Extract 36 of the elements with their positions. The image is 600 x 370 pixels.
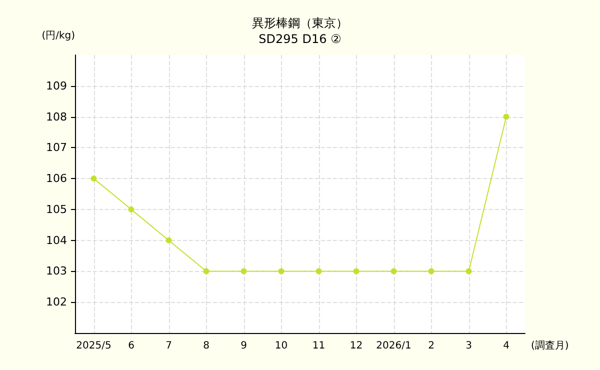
- y-tick-label: 108: [46, 110, 67, 124]
- point: [90, 176, 97, 182]
- y-tick-label: 105: [46, 202, 67, 216]
- x-tick-label: 6: [128, 340, 134, 352]
- point: [128, 206, 134, 212]
- x-tick-label: 2026/1: [376, 340, 412, 352]
- y-tick-label: 104: [46, 234, 67, 247]
- chart-title: 異形棒鋼（東京）: [252, 16, 348, 30]
- point: [203, 268, 210, 274]
- point: [166, 237, 172, 244]
- x-tick-label: 3: [466, 340, 472, 352]
- chart-subtitle: SD295 D16 ②: [258, 32, 342, 46]
- x-tick-label: 7: [166, 340, 172, 352]
- point: [278, 268, 284, 274]
- x-tick-label: 12: [350, 340, 363, 352]
- point: [503, 114, 510, 120]
- y-tick-label: 103: [46, 264, 67, 278]
- x-tick-label: 10: [274, 340, 288, 352]
- y-tick-label: 102: [46, 296, 67, 309]
- x-tick-label: 2: [428, 340, 434, 352]
- point: [316, 268, 322, 274]
- x-tick-label: 9: [240, 340, 247, 352]
- x-tick-label: 11: [312, 340, 326, 352]
- x-tick-label: 8: [203, 340, 210, 352]
- point: [466, 268, 472, 274]
- point: [428, 268, 434, 274]
- x-axis-title: (調査月): [531, 340, 569, 352]
- y-axis-title: (円/kg): [42, 30, 76, 42]
- point: [240, 268, 247, 274]
- point: [353, 268, 360, 274]
- y-tick-label: 107: [46, 141, 67, 154]
- y-tick-label: 109: [46, 79, 67, 92]
- y-tick-label: 106: [46, 172, 67, 186]
- x-tick-label: 2025/5: [76, 340, 112, 352]
- point: [390, 268, 397, 274]
- x-tick-label: 4: [503, 340, 510, 352]
